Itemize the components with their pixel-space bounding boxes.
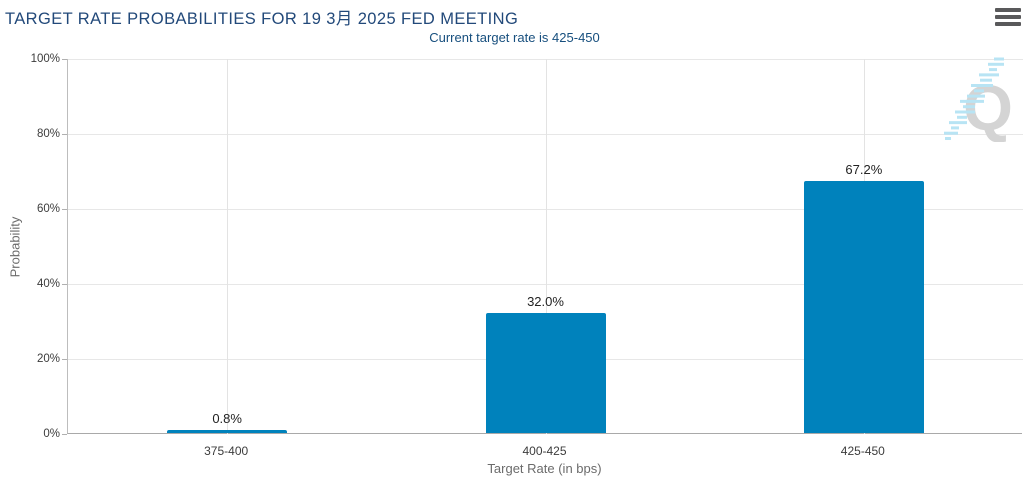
- hamburger-menu-icon[interactable]: [995, 8, 1021, 26]
- y-tick-label: 0%: [43, 428, 60, 440]
- y-axis-tick: [62, 434, 67, 435]
- bar-value-label: 67.2%: [845, 162, 883, 177]
- x-axis-title: Target Rate (in bps): [487, 461, 602, 476]
- y-axis-tick: [62, 59, 67, 60]
- y-tick-label: 20%: [36, 353, 60, 365]
- y-axis-tick: [62, 284, 67, 285]
- chart-title: TARGET RATE PROBABILITIES FOR 19 3月 2025…: [5, 10, 519, 28]
- x-tick-label: 400-425: [522, 444, 567, 458]
- bar-value-label: 0.8%: [212, 411, 242, 426]
- bar-value-label: 32.0%: [527, 294, 564, 309]
- y-tick-label: 60%: [36, 203, 60, 215]
- grid-line-vertical: [545, 59, 547, 434]
- y-tick-label: 100%: [30, 53, 60, 65]
- y-axis-tick: [62, 134, 67, 135]
- grid-line-vertical: [227, 59, 229, 434]
- probability-bar[interactable]: [485, 313, 606, 433]
- y-tick-label: 80%: [36, 128, 60, 140]
- y-tick-label: 40%: [36, 278, 60, 290]
- chart-subtitle: Current target rate is 425-450: [429, 30, 600, 45]
- y-axis-title: Probability: [7, 216, 23, 278]
- hamburger-bar: [995, 8, 1021, 12]
- y-axis-tick: [62, 209, 67, 210]
- hamburger-bar: [995, 15, 1021, 19]
- plot-area: 0.8% 32.0% 67.2%: [67, 59, 1023, 434]
- y-axis-tick: [62, 359, 67, 360]
- x-tick-label: 375-400: [204, 444, 249, 458]
- probability-bar[interactable]: [167, 430, 288, 433]
- probability-bar[interactable]: [803, 181, 924, 433]
- hamburger-bar: [995, 22, 1021, 26]
- x-tick-label: 425-450: [840, 444, 885, 458]
